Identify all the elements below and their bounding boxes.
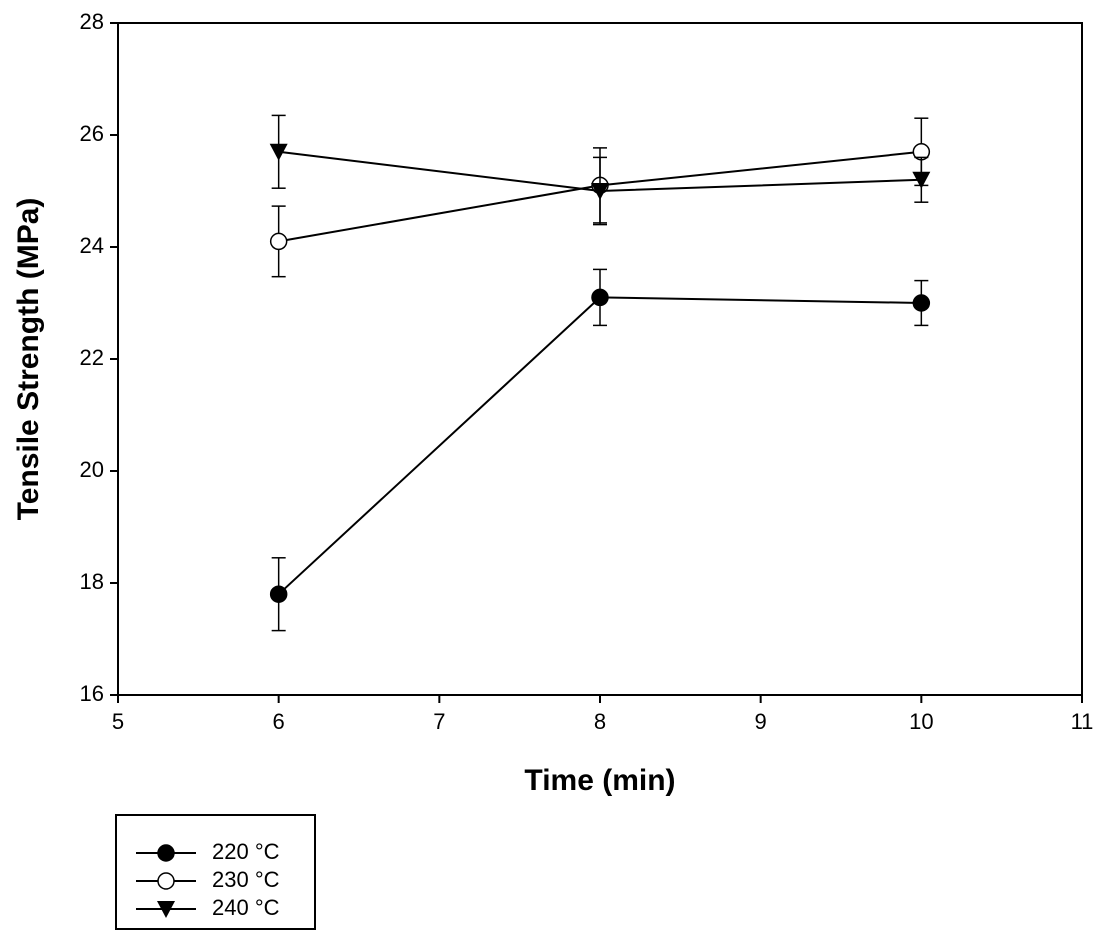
marker xyxy=(591,183,609,200)
legend-label: 240 °C xyxy=(212,895,280,920)
marker xyxy=(269,232,288,251)
marker xyxy=(269,585,288,603)
x-tick-label: 10 xyxy=(909,709,933,734)
legend-marker xyxy=(157,901,175,918)
x-tick-label: 9 xyxy=(755,709,767,734)
y-tick-label: 22 xyxy=(80,345,104,370)
x-tick-label: 8 xyxy=(594,709,606,734)
legend-marker xyxy=(157,844,175,862)
legend-label: 220 °C xyxy=(212,839,280,864)
marker xyxy=(912,171,931,189)
y-tick-label: 28 xyxy=(80,9,104,34)
x-tick-label: 5 xyxy=(112,709,124,734)
y-tick-label: 18 xyxy=(80,569,104,594)
marker xyxy=(269,143,288,161)
x-tick-label: 6 xyxy=(273,709,285,734)
y-tick-label: 20 xyxy=(80,457,104,482)
x-axis-title: Time (min) xyxy=(524,764,675,797)
x-tick-label: 11 xyxy=(1071,709,1094,734)
marker xyxy=(591,288,609,307)
x-tick-label: 7 xyxy=(433,709,445,734)
plot-frame xyxy=(117,22,1083,696)
y-axis-title: Tensile Strength (MPa) xyxy=(12,198,45,521)
y-tick-label: 16 xyxy=(80,681,104,706)
y-tick-label: 26 xyxy=(80,121,104,146)
series-line xyxy=(277,296,922,595)
y-tick-label: 24 xyxy=(80,233,104,258)
marker xyxy=(912,294,931,312)
legend-marker xyxy=(157,872,175,890)
legend-label: 230 °C xyxy=(212,867,280,892)
